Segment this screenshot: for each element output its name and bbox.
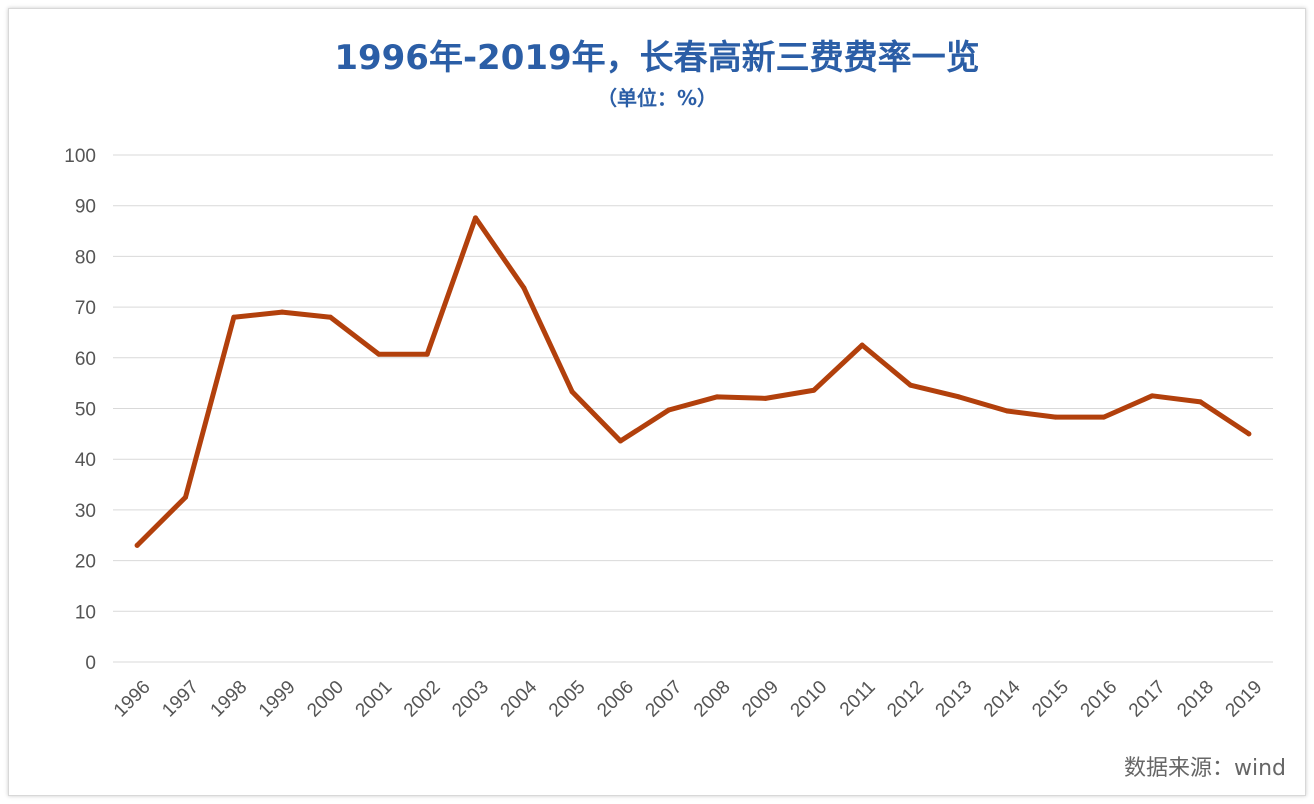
y-tick-label: 80 xyxy=(75,247,96,268)
y-tick-label: 40 xyxy=(75,450,96,471)
x-tick-label: 1999 xyxy=(255,677,300,722)
y-tick-label: 50 xyxy=(75,400,96,421)
x-tick-label: 2004 xyxy=(497,676,542,721)
data-point xyxy=(811,387,817,393)
x-tick-label: 2002 xyxy=(400,677,445,722)
x-tick-label: 2000 xyxy=(303,677,348,722)
x-tick-label: 2014 xyxy=(980,676,1025,721)
y-tick-label: 30 xyxy=(75,501,96,522)
x-tick-label: 2018 xyxy=(1173,677,1218,722)
data-point xyxy=(908,382,913,388)
y-tick-label: 0 xyxy=(85,653,96,674)
x-tick-label: 2019 xyxy=(1222,677,1267,722)
x-tick-label: 1996 xyxy=(110,677,155,722)
data-point xyxy=(956,394,962,400)
x-tick-label: 2008 xyxy=(690,677,735,722)
x-tick-label: 2010 xyxy=(787,677,832,722)
data-point xyxy=(859,342,865,348)
x-tick-label: 2006 xyxy=(593,677,638,722)
data-point xyxy=(328,314,333,320)
chart-frame xyxy=(8,8,1306,796)
data-point xyxy=(1149,393,1155,399)
data-point xyxy=(521,285,527,291)
data-point xyxy=(1246,431,1252,437)
data-point xyxy=(666,407,672,413)
x-tick-label: 2001 xyxy=(352,677,397,722)
data-point xyxy=(183,494,188,500)
y-tick-label: 90 xyxy=(75,197,96,218)
data-source: 数据来源：wind xyxy=(1123,756,1286,781)
series-line xyxy=(134,215,1252,548)
data-point xyxy=(763,395,768,401)
data-point xyxy=(473,215,478,221)
data-point xyxy=(1101,414,1107,420)
y-tick-label: 20 xyxy=(75,552,96,573)
data-point xyxy=(569,389,575,395)
y-tick-label: 10 xyxy=(75,602,96,623)
data-point xyxy=(134,542,140,548)
x-tick-label: 2005 xyxy=(545,677,590,722)
data-point xyxy=(424,351,430,357)
x-tick-label: 2009 xyxy=(738,677,783,722)
x-tick-label: 2011 xyxy=(836,677,880,721)
data-point xyxy=(1053,414,1058,420)
data-point xyxy=(279,309,285,315)
data-point xyxy=(1198,399,1203,405)
x-tick-label: 1998 xyxy=(207,677,252,722)
y-tick-label: 70 xyxy=(75,298,96,319)
x-tick-label: 2016 xyxy=(1077,677,1122,722)
data-point xyxy=(618,438,623,444)
data-point xyxy=(231,314,237,320)
chart-subtitle: （单位：%） xyxy=(596,86,718,110)
data-point xyxy=(714,394,720,400)
y-tick-label: 60 xyxy=(75,349,96,370)
x-tick-label: 2017 xyxy=(1125,677,1170,722)
x-tick-label: 2007 xyxy=(642,677,687,722)
x-tick-label: 2015 xyxy=(1028,677,1073,722)
chart-title: 1996年-2019年，长春高新三费费率一览 xyxy=(334,38,980,78)
data-point xyxy=(376,351,382,357)
x-tick-label: 2003 xyxy=(448,677,493,722)
x-tick-label: 2012 xyxy=(883,677,928,722)
x-tick-label: 1997 xyxy=(158,677,203,722)
y-tick-label: 100 xyxy=(64,146,96,167)
data-point xyxy=(1004,408,1010,414)
x-tick-label: 2013 xyxy=(932,677,977,722)
